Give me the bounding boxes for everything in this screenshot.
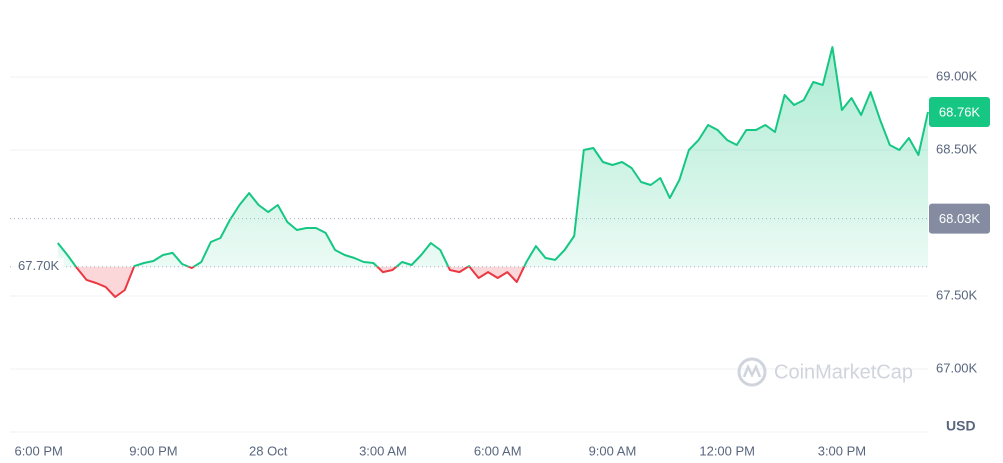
reference-badge: [929, 203, 990, 234]
x-tick-label: 6:00 PM: [14, 443, 62, 458]
y-tick-label: 68.50K: [936, 141, 978, 156]
area-down: [57, 266, 928, 297]
price-line-down: [74, 266, 526, 298]
x-tick-label: 6:00 AM: [474, 443, 522, 458]
watermark-text: CoinMarketCap: [774, 361, 913, 383]
x-tick-label: 9:00 AM: [589, 443, 637, 458]
watermark-logo-mark: [742, 363, 762, 378]
baseline-label: 67.70K: [18, 258, 60, 273]
baseline-label-bg: [14, 257, 64, 276]
reference-badge-label: 68.03K: [939, 211, 981, 226]
watermark: CoinMarketCap: [737, 357, 913, 387]
watermark-logo: [737, 357, 767, 387]
x-tick-label: 9:00 PM: [129, 443, 177, 458]
current-price-label: 68.76K: [939, 104, 981, 119]
current-price-badge: [929, 97, 990, 128]
x-tick-label: 3:00 PM: [818, 443, 866, 458]
axes: 67.00K 67.50K 68.50K 69.00K 6:00 PM 9:00 PM 28…: [14, 68, 990, 458]
plot: [10, 46, 929, 298]
area-up: [57, 47, 928, 267]
y-tick-label: 67.00K: [936, 360, 978, 375]
price-line-up: [57, 46, 929, 267]
x-tick-label: 12:00 PM: [699, 443, 755, 458]
x-tick-label: 3:00 AM: [359, 443, 407, 458]
currency-label: USD: [946, 418, 976, 434]
x-tick-label: 28 Oct: [249, 443, 288, 458]
y-tick-label: 69.00K: [936, 68, 978, 83]
y-tick-label: 67.50K: [936, 287, 978, 302]
